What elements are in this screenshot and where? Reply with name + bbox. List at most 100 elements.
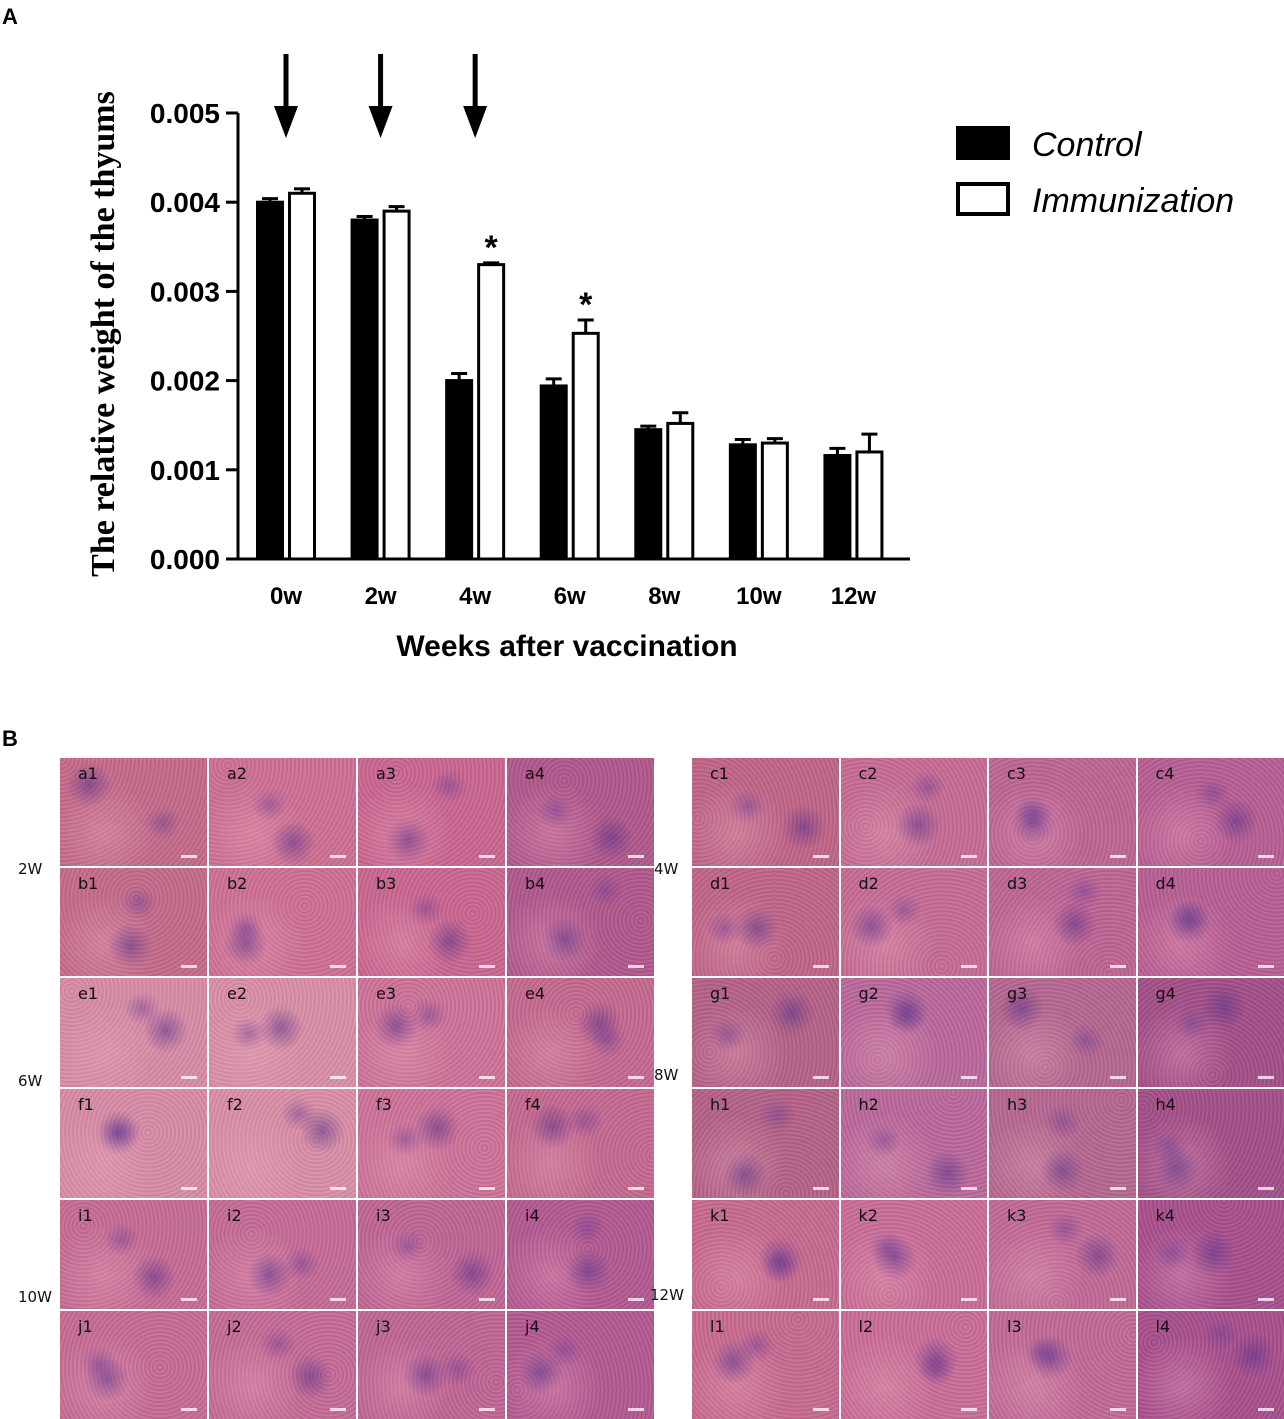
y-axis-label: The relative weight of the thyums [85,91,122,577]
histology-tile-i3: i3 [358,1200,505,1309]
tile-label: i2 [227,1206,242,1225]
tile-label: k4 [1155,1206,1175,1225]
tile-label: k1 [710,1206,730,1225]
bar-control-0w [256,200,284,561]
histology-tile-c1: c1 [692,758,839,866]
legend-swatch-control [956,126,1010,160]
tile-label: c4 [1155,764,1175,783]
tile-label: b1 [78,874,99,893]
significance-marker: * [485,229,499,267]
tile-label: f2 [227,1095,243,1114]
tile-label: h3 [1007,1095,1028,1114]
histology-tile-g1: g1 [692,978,839,1087]
histology-tile-l4: l4 [1137,1310,1284,1419]
scale-bar [628,1187,644,1190]
scale-bar [1109,855,1126,858]
significance-marker: * [579,286,593,324]
legend-swatch-immunization [956,182,1010,216]
bar-control-6w [539,384,568,561]
x-tick-label: 8w [648,583,680,610]
scale-bar [181,855,197,858]
tile-label: e1 [78,984,99,1003]
vaccination-arrow [463,54,488,138]
week-label-10w: 10W [18,1288,52,1306]
histology-tile-k3: k3 [989,1200,1136,1309]
tile-label: h2 [858,1095,879,1114]
x-tick-label: 2w [365,583,397,610]
y-tick-label: 0.002 [150,366,220,397]
tile-label: c1 [710,764,729,783]
histology-tile-d4: d4 [1137,868,1284,976]
scale-bar [1109,965,1126,968]
histology-tile-l2: l2 [840,1310,987,1419]
tile-label: c2 [858,764,878,783]
tile-label: g1 [710,984,731,1003]
histology-tile-g4: g4 [1137,978,1284,1087]
bar-immunization-0w [288,191,316,561]
tile-label: i3 [376,1206,391,1225]
histology-tile-g2: g2 [840,978,987,1087]
tile-label: j3 [376,1316,391,1336]
tile-label: e4 [525,984,546,1003]
x-tick-label: 12w [831,583,877,610]
histology-tile-i1: i1 [60,1200,207,1309]
bar-immunization-6w [571,331,600,561]
scale-bar [812,965,829,968]
scale-bar [812,855,829,858]
tile-label: d3 [1007,874,1028,893]
scale-bar [1258,855,1274,858]
histology-tile-e1: e1 [60,978,207,1087]
scale-bar [330,1187,346,1190]
histology-tile-d2: d2 [840,868,987,976]
histology-tile-f4: f4 [507,1089,654,1198]
scale-bar [961,1187,977,1190]
histology-tile-f3: f3 [358,1089,505,1198]
histology-tile-g3: g3 [989,978,1136,1087]
histology-block-8w: g1 g2 g3 g4 h1 h2 h3 h4 [692,978,1284,1198]
scale-bar [479,855,495,858]
tile-label: h4 [1155,1095,1176,1114]
histology-tile-a1: a1 [60,758,207,866]
tile-label: b4 [525,874,546,893]
histology-tile-k2: k2 [840,1200,987,1309]
week-label-8w: 8W [654,1066,679,1084]
scale-bar [812,1297,829,1301]
histology-block-12w: k1 k2 k3 k4 l1 l2 l3 l4 [692,1200,1284,1419]
histology-tile-e4: e4 [507,978,654,1087]
arrow-head [463,106,488,138]
histology-block-10w: i1 i2 i3 i4 j1 j2 j3 j4 [60,1200,654,1419]
bar-chart: 0.000 0.001 0.002 0.003 0.004 0.005 The relati… [85,54,1234,663]
tile-label: f1 [78,1095,94,1114]
scale-bar [181,1076,197,1079]
histology-tile-c3: c3 [989,758,1136,866]
y-tick-label: 0.003 [150,276,220,307]
histology-tile-h4: h4 [1137,1089,1284,1198]
x-tick-label: 6w [554,583,586,610]
scale-bar [628,965,644,968]
scale-bar [1109,1297,1126,1301]
histology-tile-k1: k1 [692,1200,839,1309]
tile-label: l3 [1007,1316,1022,1336]
histology-tile-b3: b3 [358,868,505,976]
x-tick-label: 4w [459,583,491,610]
scale-bar [1109,1187,1126,1190]
histology-tile-b4: b4 [507,868,654,976]
arrow-head [274,106,298,138]
week-label-6w: 6W [18,1072,43,1090]
bar-control-4w [445,379,474,561]
legend-label-control: Control [1032,126,1143,164]
vaccination-arrow [368,54,393,138]
vaccination-arrow [274,54,298,138]
tile-label: b3 [376,874,397,893]
histology-tile-e2: e2 [209,978,356,1087]
bar-control-12w [823,454,852,561]
tile-label: d4 [1155,874,1176,893]
scale-bar [812,1187,829,1190]
histology-tile-j1: j1 [60,1310,207,1419]
tile-label: a1 [78,764,98,783]
y-tick-label: 0.004 [150,187,220,218]
tile-label: j1 [78,1316,93,1336]
tile-label: g4 [1155,984,1176,1003]
scale-bar [181,1187,197,1190]
tile-label: l4 [1155,1316,1171,1336]
